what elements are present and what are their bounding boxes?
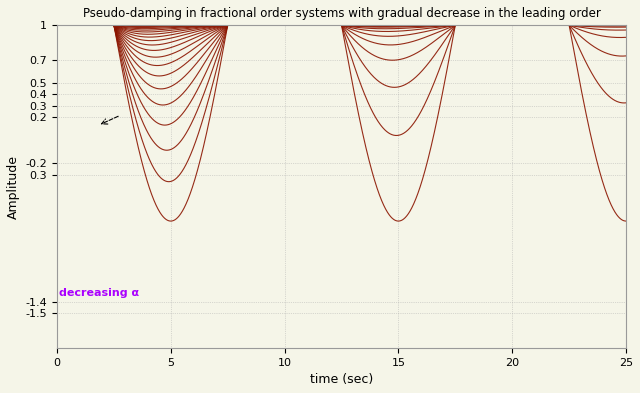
- Y-axis label: Amplitude: Amplitude: [7, 154, 20, 219]
- Text: decreasing α: decreasing α: [59, 288, 139, 298]
- Title: Pseudo-damping in fractional order systems with gradual decrease in the leading : Pseudo-damping in fractional order syste…: [83, 7, 600, 20]
- X-axis label: time (sec): time (sec): [310, 373, 373, 386]
